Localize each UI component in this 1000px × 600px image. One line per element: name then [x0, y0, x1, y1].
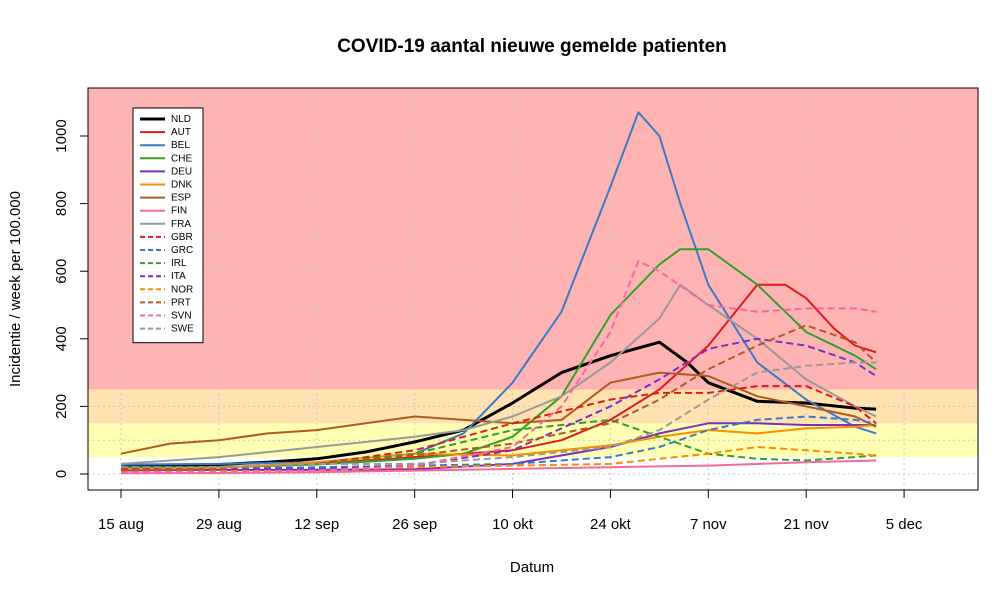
- x-tick-label: 24 okt: [590, 516, 632, 533]
- x-tick-label: 21 nov: [784, 516, 830, 533]
- series-ita: [120, 337, 877, 473]
- legend-box: [132, 107, 204, 344]
- legend-label-che: CHE: [171, 153, 192, 164]
- legend-label-fin: FIN: [171, 206, 187, 217]
- legend-label-gbr: GBR: [171, 232, 193, 243]
- y-axis: 0 200 400 600 800 1000: [53, 119, 89, 478]
- y-tick-label: 200: [53, 394, 70, 419]
- y-tick-label: 1000: [53, 119, 70, 152]
- y-tick-label: 600: [53, 259, 70, 284]
- series-svn: [121, 260, 877, 474]
- legend-label-deu: DEU: [171, 166, 192, 177]
- x-tick-label: 10 okt: [492, 516, 534, 533]
- series-fra: [120, 283, 877, 465]
- legend-label-nld: NLD: [171, 114, 191, 125]
- legend-label-esp: ESP: [171, 193, 191, 204]
- x-axis: 15 aug 29 aug 12 sep 26 sep 10 okt 24 okt 7 no…: [98, 489, 923, 533]
- series-fin: [120, 459, 877, 475]
- series-lines: [120, 111, 877, 475]
- series-dnk: [120, 424, 877, 470]
- legend-label-fra: FRA: [171, 219, 191, 230]
- x-axis-label: Datum: [510, 559, 554, 576]
- legend-label-ita: ITA: [171, 271, 186, 282]
- legend-label-grc: GRC: [171, 245, 193, 256]
- legend-label-nor: NOR: [171, 284, 193, 295]
- series-che: [121, 248, 877, 469]
- legend-label-irl: IRL: [171, 258, 187, 269]
- legend-label-svn: SVN: [171, 311, 192, 322]
- series-grc: [120, 415, 877, 472]
- x-tick-label: 29 aug: [196, 516, 242, 533]
- legend-label-dnk: DNK: [171, 180, 192, 191]
- y-tick-label: 400: [53, 326, 70, 351]
- y-tick-label: 800: [53, 191, 70, 216]
- x-tick-label: 7 nov: [690, 516, 727, 533]
- series-swe: [121, 361, 877, 469]
- legend-label-swe: SWE: [171, 324, 194, 335]
- y-tick-label: 0: [53, 470, 70, 478]
- risk-bands: [88, 88, 978, 474]
- legend-label-prt: PRT: [171, 297, 191, 308]
- x-tick-label: 5 dec: [886, 516, 923, 533]
- x-tick-label: 12 sep: [294, 516, 339, 533]
- y-axis-label: Incidentie / week per 100.000: [7, 191, 24, 387]
- legend-label-aut: AUT: [171, 127, 191, 138]
- x-tick-label: 26 sep: [392, 516, 437, 533]
- legend-label-bel: BEL: [171, 140, 190, 151]
- x-tick-label: 15 aug: [98, 516, 144, 533]
- chart-title: COVID-19 aantal nieuwe gemelde patienten: [337, 36, 727, 57]
- legend: NLD AUT BEL CHE DEU DNK ESP FIN FRA GBR GRC IRL ITA N…: [132, 107, 204, 344]
- series-nor: [120, 446, 877, 474]
- band: [88, 88, 978, 390]
